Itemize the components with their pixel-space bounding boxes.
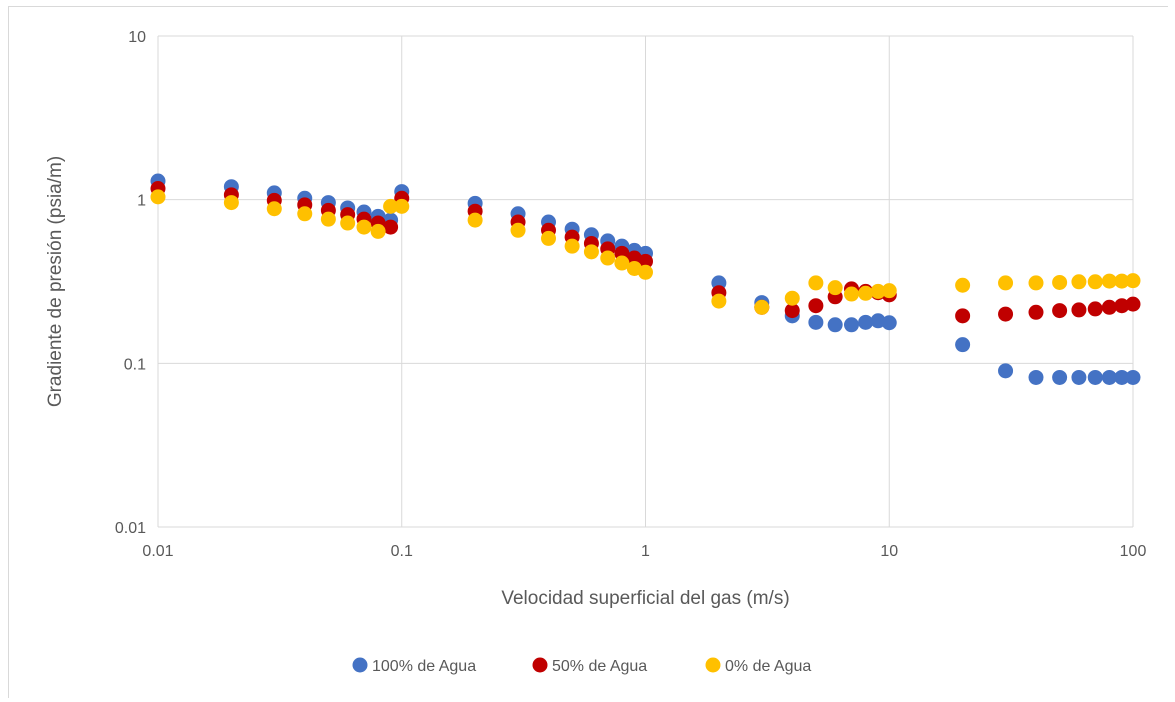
data-point [150, 189, 166, 205]
data-point [1125, 296, 1141, 312]
legend-label: 0% de Agua [725, 658, 811, 675]
data-point [564, 238, 580, 254]
data-point [1101, 273, 1117, 289]
data-point [370, 223, 386, 239]
data-point [1101, 369, 1117, 385]
chart-frame [8, 6, 1168, 698]
data-point [881, 315, 897, 331]
data-point [827, 317, 843, 333]
data-point [614, 255, 630, 271]
data-point [1028, 275, 1044, 291]
series-3 [150, 189, 1141, 315]
data-point [541, 230, 557, 246]
data-point [998, 275, 1014, 291]
x-tick-label: 1 [641, 543, 650, 560]
data-point [510, 222, 526, 238]
x-axis-title: Velocidad superficial del gas (m/s) [501, 588, 789, 609]
data-point [340, 215, 356, 231]
legend-label: 50% de Agua [552, 658, 647, 675]
data-point [383, 219, 399, 235]
data-point [808, 298, 824, 314]
data-point [1071, 302, 1087, 318]
x-tick-label: 10 [880, 543, 898, 560]
legend: 100% de Agua 50% de Agua 0% de Agua [352, 657, 811, 675]
data-point [638, 264, 653, 280]
data-point [1052, 303, 1068, 319]
y-tick-label: 0.01 [115, 520, 146, 537]
data-point [870, 313, 886, 329]
data-point [881, 283, 897, 299]
data-point [383, 198, 399, 214]
data-point [808, 314, 824, 330]
y-tick-label: 1 [137, 193, 146, 210]
data-point [827, 280, 843, 296]
data-point [1114, 298, 1130, 314]
data-point [1071, 369, 1087, 385]
x-tick-label: 100 [1120, 543, 1147, 560]
data-point [808, 275, 824, 291]
data-points [150, 173, 1141, 385]
data-point [223, 195, 239, 211]
x-tick-label: 0.1 [391, 543, 413, 560]
legend-marker [352, 657, 368, 673]
data-point [784, 303, 800, 319]
data-point [955, 308, 971, 324]
x-tick-label: 0.01 [142, 543, 173, 560]
data-point [1052, 274, 1068, 290]
legend-label: 100% de Agua [372, 658, 476, 675]
data-point [1114, 273, 1130, 289]
data-point [998, 306, 1014, 322]
legend-item: 0% de Agua [705, 657, 811, 675]
y-tick-label: 0.1 [124, 356, 146, 373]
data-point [1071, 274, 1087, 290]
y-tick-label: 10 [128, 29, 146, 46]
data-point [754, 299, 770, 315]
data-point [1101, 299, 1117, 315]
data-point [1028, 304, 1044, 320]
y-axis-title: Gradiente de presión (psia/m) [45, 156, 66, 407]
data-point [638, 253, 653, 269]
data-point [843, 317, 859, 333]
data-point [955, 277, 971, 293]
data-point [1125, 369, 1141, 385]
tick-labels: 0.01 0.1 1 10 100 0.01 0.1 1 10 [115, 29, 1147, 560]
data-point [843, 286, 859, 302]
data-point [1052, 369, 1068, 385]
data-point [1125, 273, 1141, 289]
data-point [467, 212, 483, 228]
data-point [600, 250, 616, 266]
data-point [266, 201, 282, 217]
data-point [583, 244, 599, 260]
data-point [1087, 274, 1103, 290]
grid-lines [157, 35, 1134, 528]
legend-marker [532, 657, 548, 673]
data-point [1087, 369, 1103, 385]
data-point [297, 206, 313, 222]
legend-marker [705, 657, 721, 673]
data-point [356, 219, 372, 235]
data-point [394, 198, 410, 214]
legend-item: 100% de Agua [352, 657, 476, 675]
data-point [870, 283, 886, 299]
data-point [955, 337, 971, 353]
data-point [1028, 369, 1044, 385]
data-point [858, 314, 874, 330]
data-point [784, 290, 800, 306]
data-point [711, 293, 727, 309]
data-point [1087, 301, 1103, 317]
data-point [858, 285, 874, 301]
data-point [1114, 369, 1130, 385]
legend-item: 50% de Agua [532, 657, 647, 675]
data-point [320, 211, 336, 227]
data-point [998, 363, 1014, 379]
